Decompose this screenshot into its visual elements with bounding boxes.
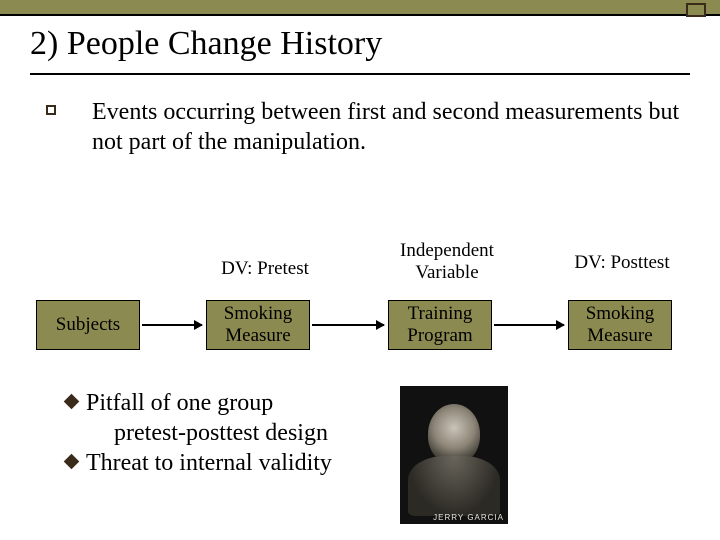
box-training-text: Training Program [407,303,472,347]
photo-caption: JERRY GARCIA [404,513,504,522]
label-iv-line1: Independent [400,240,494,261]
square-bullet-icon [46,105,56,115]
slide-title: 2) People Change History [30,24,690,63]
pitfall-1b-text: pretest-posttest design [114,420,328,446]
pitfall-1a-text: Pitfall of one group [86,390,273,416]
label-pretest: DV: Pretest [210,258,320,280]
body-wrap: Events occurring between first and secon… [0,75,720,157]
label-iv-line2: Variable [415,262,478,283]
diamond-bullet-icon [64,394,80,410]
label-iv: Independent Variable [392,240,502,284]
arrow-2 [312,324,384,326]
title-block: 2) People Change History [0,16,720,67]
box-smoking-pretest: Smoking Measure [206,300,310,350]
label-posttest: DV: Posttest [562,252,682,274]
arrow-1 [142,324,202,326]
accent-bar [0,0,720,16]
box-smoking-pretest-text: Smoking Measure [224,303,293,347]
box-subjects: Subjects [36,300,140,350]
pitfall-1: Pitfall of one group [66,388,332,418]
box-smoking-posttest: Smoking Measure [568,300,672,350]
pitfall-2: Threat to internal validity [66,448,332,478]
diamond-bullet-icon [64,454,80,470]
box-smoking-posttest-text: Smoking Measure [586,303,655,347]
box-subjects-text: Subjects [56,314,120,336]
portrait-photo: JERRY GARCIA [400,386,508,524]
arrow-3 [494,324,564,326]
body-text: Events occurring between first and secon… [92,97,680,157]
pitfalls-list: Pitfall of one group pretest-posttest de… [66,388,332,478]
box-training: Training Program [388,300,492,350]
pitfall-1b: pretest-posttest design [66,418,332,448]
pitfall-2-text: Threat to internal validity [86,450,332,476]
